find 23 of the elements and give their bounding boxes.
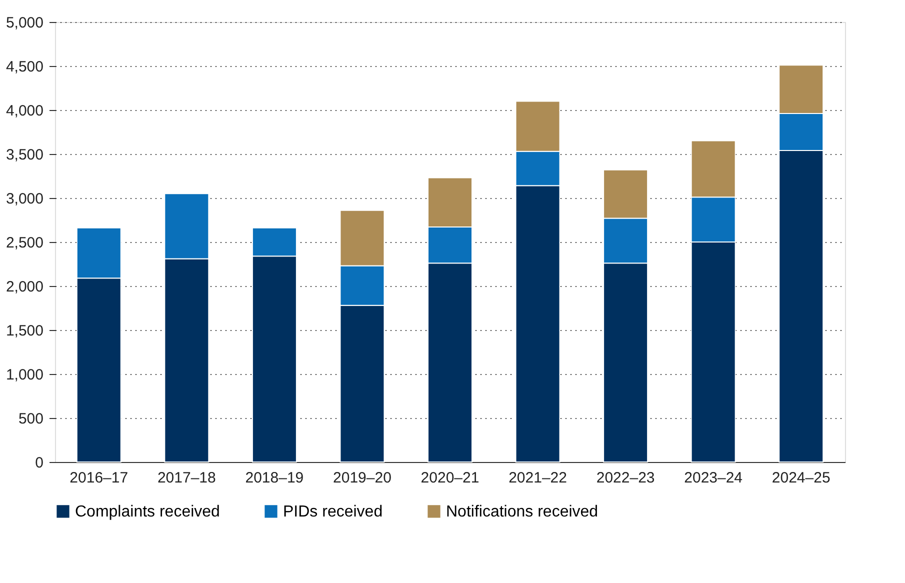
legend-label: PIDs received [283, 503, 383, 520]
x-tick-label: 2022–23 [596, 470, 655, 486]
y-tick-label: 4,000 [6, 102, 44, 120]
x-tick-label: 2020–21 [420, 470, 480, 486]
x-tick-label: 2017–18 [157, 470, 216, 486]
y-tick-label: 3,000 [6, 190, 44, 208]
y-tick-label: 2,500 [6, 234, 44, 252]
x-tick-label: 2021–22 [508, 470, 567, 486]
y-tick-label: 1,500 [6, 322, 44, 340]
y-tick-label: 2,000 [6, 278, 44, 296]
y-tick-label: 4,500 [6, 58, 44, 76]
y-tick-label: 0 [35, 454, 44, 472]
x-tick-label: 2018–19 [245, 470, 304, 486]
y-tick-label: 3,500 [6, 146, 44, 164]
legend-label: Notifications received [446, 503, 598, 520]
x-tick-label: 2024–25 [772, 470, 830, 486]
legend-label: Complaints received [75, 503, 220, 520]
y-tick-label: 5,000 [6, 14, 44, 32]
x-tick-label: 2016–17 [70, 470, 128, 486]
y-tick-label: 1,000 [6, 366, 44, 384]
y-tick-label: 500 [18, 410, 44, 428]
x-tick-label: 2019–20 [333, 470, 392, 486]
x-tick-label: 2023–24 [684, 470, 743, 486]
